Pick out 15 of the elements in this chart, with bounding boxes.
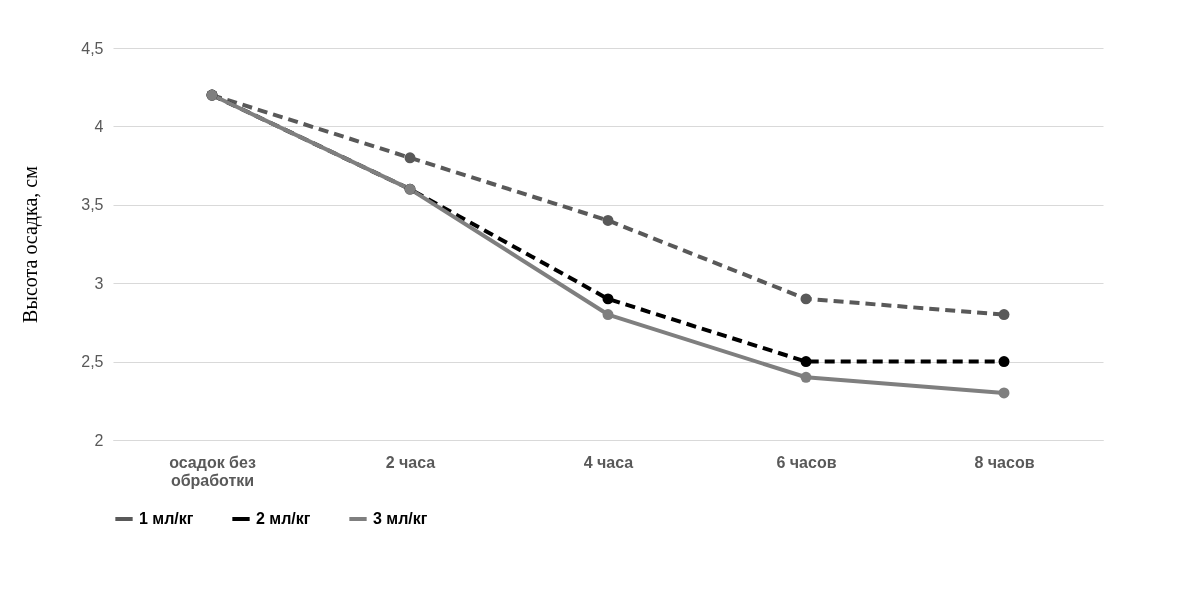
y-tick-label: 3 (94, 274, 104, 292)
x-tick-label: 6 часов (776, 453, 837, 471)
x-tick-label: осадок без обработки (169, 453, 256, 489)
y-tick-label: 2 (94, 431, 104, 449)
legend-label: 3 мл/кг (373, 510, 428, 527)
y-tick-label: 4 (94, 117, 104, 135)
y-tick-label: 4,5 (81, 39, 104, 57)
x-tick-label: 4 часа (583, 453, 634, 471)
y-tick-label: 2,5 (81, 353, 104, 371)
legend-label: 2 мл/кг (256, 510, 311, 527)
x-tick-label: 8 часов (974, 453, 1035, 471)
y-tick-label: 3,5 (81, 196, 104, 214)
y-axis-title: Высота осадка, см (19, 165, 43, 323)
legend-label: 1 мл/кг (139, 510, 194, 527)
x-tick-label: 2 часа (385, 453, 436, 471)
